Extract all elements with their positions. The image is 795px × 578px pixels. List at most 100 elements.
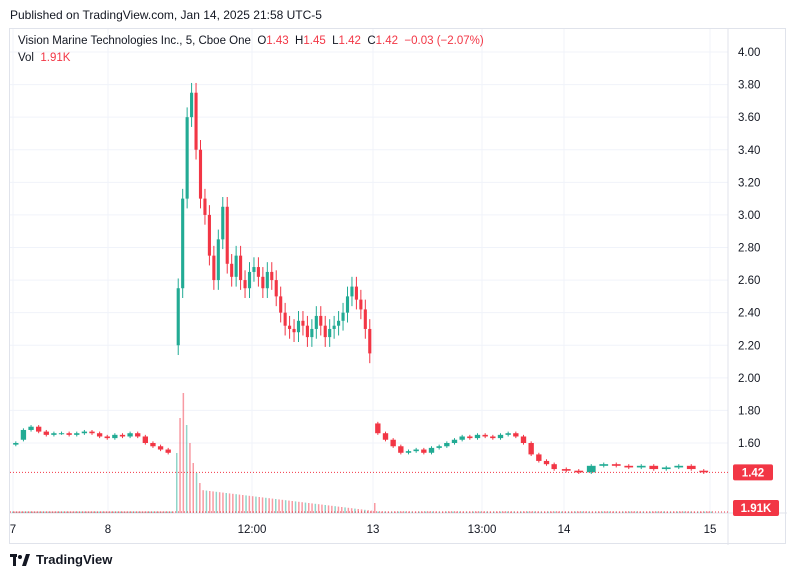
- tradingview-logo[interactable]: TradingView: [10, 552, 112, 567]
- price-badge-label: 1.42: [742, 467, 764, 479]
- candle-body-3-4: [611, 464, 621, 466]
- candle-body-2-10: [451, 439, 458, 443]
- candle-body-1-7: [207, 214, 211, 256]
- published-caption: Published on TradingView.com, Jan 14, 20…: [10, 8, 322, 22]
- legend-symbol[interactable]: Vision Marine Technologies Inc., 5, Cboe…: [18, 35, 251, 47]
- candle-body-1-38: [345, 296, 350, 313]
- candle-body-3-11: [699, 470, 709, 473]
- candle-body-2-16: [497, 434, 504, 439]
- volume-bar-224: [625, 511, 628, 513]
- volume-bar-165: [425, 511, 427, 513]
- volume-bar-60: [12, 511, 14, 513]
- volume-bar-4: [189, 443, 191, 513]
- candle-body-1-36: [337, 320, 341, 326]
- volume-bar-57: [364, 509, 366, 513]
- volume-bar-241: [683, 511, 685, 513]
- price-badge[interactable]: [733, 464, 773, 481]
- y-tick-label-1: 3.80: [738, 80, 760, 92]
- candle-body-3-6: [636, 465, 646, 468]
- candle-body-0-16: [135, 433, 141, 437]
- x-tick-label-4: 13:00: [468, 524, 497, 536]
- volume-bar-133: [143, 511, 145, 513]
- volume-bar-81: [49, 511, 52, 513]
- volume-bar-145: [165, 511, 167, 513]
- volume-bar-58: [367, 510, 369, 513]
- candle-body-0-7: [66, 433, 72, 435]
- volume-bar-120: [120, 511, 122, 513]
- volume-bar-70: [30, 511, 32, 513]
- volume-bar-105: [93, 511, 95, 513]
- volume-bar-115: [111, 511, 113, 513]
- price-chart[interactable]: 4.00 3.80 3.60 3.40 3.20 3.00 2.80 2.60 2.40 2.20…: [10, 29, 787, 545]
- candle-body-1-1: [181, 198, 185, 289]
- x-tick-label-5: 14: [558, 524, 571, 536]
- volume-bar-100: [84, 511, 86, 513]
- volume-bar-128: [134, 511, 136, 513]
- legend-vol-label[interactable]: Vol: [18, 52, 34, 64]
- volume-bar-138: [152, 511, 154, 513]
- candle-body-2-18: [513, 433, 519, 437]
- tradingview-logo-icon: [10, 553, 30, 566]
- candle-body-0-18: [150, 443, 156, 447]
- volume-bar-101: [85, 511, 88, 513]
- candle-body-0-19: [157, 446, 164, 450]
- volume-bar-183: [486, 511, 488, 513]
- candle-body-2-9: [444, 443, 450, 447]
- volume-bar-187: [499, 511, 502, 513]
- volume-bar-1: [179, 418, 181, 513]
- volume-bar-190: [510, 511, 512, 513]
- candle-body-2-17: [505, 433, 511, 435]
- symbol-legend: Vision Marine Technologies Inc., 5, Cboe…: [18, 35, 484, 47]
- volume-bar-39: [304, 502, 307, 513]
- legend-close-value: 1.42: [375, 35, 399, 47]
- volume-bar-66: [22, 511, 25, 513]
- candle-body-1-23: [279, 296, 283, 313]
- candle-body-1-11: [225, 206, 229, 264]
- legend-high-label: H: [295, 35, 304, 47]
- volume-bar-43: [317, 504, 320, 513]
- volume-bar-55: [357, 509, 359, 513]
- chart-frame[interactable]: 4.00 3.80 3.60 3.40 3.20 3.00 2.80 2.60 2.40 2.20…: [9, 28, 787, 545]
- candle-body-0-10: [89, 431, 95, 434]
- volume-bar-71: [31, 511, 34, 513]
- volume-bar-33: [284, 500, 287, 513]
- volume-bar-227: [635, 511, 638, 513]
- volume-bar-5: [192, 463, 194, 513]
- candle-body-0-1: [20, 429, 27, 440]
- volume-bar-118: [116, 511, 118, 513]
- y-tick-label-5: 3.00: [738, 210, 760, 222]
- legend-change: −0.03 (−2.07%): [404, 35, 484, 47]
- volume-badge[interactable]: [733, 500, 779, 516]
- y-tick-label-3: 3.40: [738, 145, 760, 157]
- volume-bar-93: [71, 511, 73, 513]
- volume-bar-16: [228, 493, 231, 513]
- volume-bar-121: [121, 511, 124, 513]
- candle-body-3-3: [599, 464, 609, 466]
- candle-body-1-43: [368, 328, 372, 354]
- legend-high-value: 1.45: [303, 35, 326, 47]
- legend-low-value: 1.42: [338, 35, 361, 47]
- volume-bar-175: [459, 511, 461, 513]
- volume-bar-17: [232, 493, 234, 513]
- volume-bar-14: [222, 492, 224, 513]
- volume-bar-203: [554, 511, 556, 513]
- volume-bar-78: [44, 511, 46, 513]
- volume-bar-196: [530, 511, 532, 513]
- legend-close-label: C: [367, 35, 376, 47]
- candle-body-0-9: [81, 431, 88, 434]
- volume-bar-130: [138, 511, 140, 513]
- candle-body-2-12: [467, 436, 473, 439]
- volume-bar-201: [547, 511, 549, 513]
- candle-body-3-0: [561, 469, 571, 471]
- x-tick-label-3: 13: [367, 524, 380, 536]
- legend-low-label: L: [332, 35, 339, 47]
- candle-body-2-5: [413, 449, 419, 452]
- volume-bar-140: [156, 511, 158, 513]
- volume-bar-233: [656, 511, 658, 513]
- candle-body-1-39: [350, 286, 354, 297]
- volume-bar-180: [476, 511, 478, 513]
- volume-bar-158: [401, 511, 403, 513]
- volume-bar-234: [659, 511, 662, 513]
- candle-body-1-4: [194, 92, 198, 150]
- volume-bar-83: [53, 511, 55, 513]
